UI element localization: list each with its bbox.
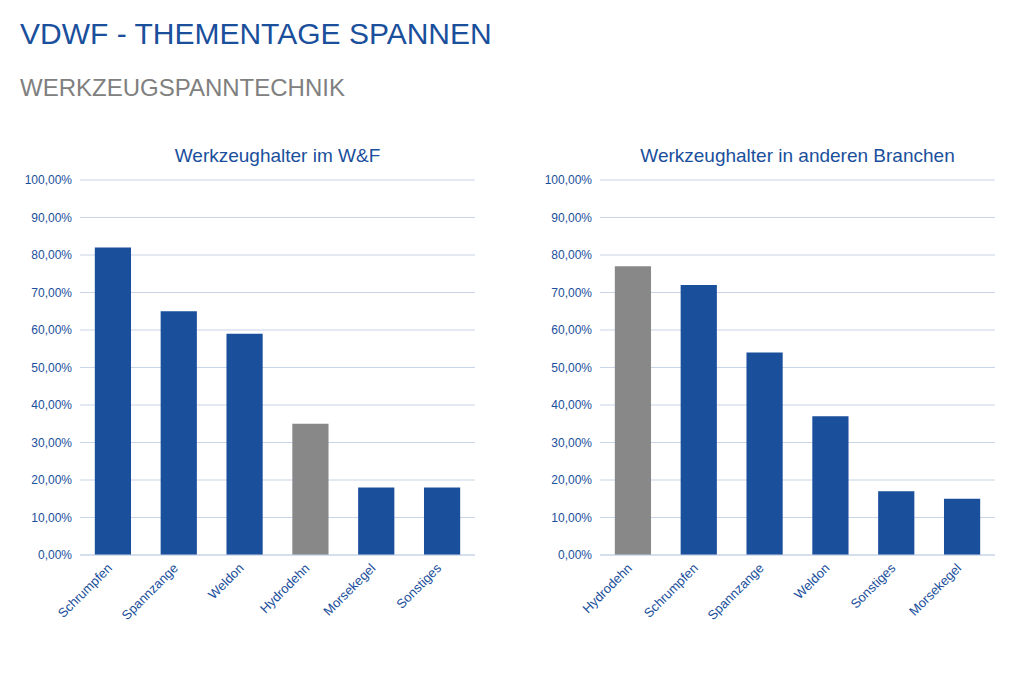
grid-line bbox=[600, 555, 995, 556]
bar bbox=[95, 248, 131, 556]
x-tick-label: Morsekegel bbox=[906, 560, 964, 618]
y-tick-label: 100,00% bbox=[25, 173, 73, 187]
bar bbox=[358, 488, 394, 556]
grid-line bbox=[600, 255, 995, 256]
bar-chart: Werkzeughalter im W&F 0,00% 10,00% 20,00% 30… bbox=[25, 145, 475, 623]
bar bbox=[615, 266, 651, 555]
bar bbox=[226, 334, 262, 555]
y-tick-label: 30,00% bbox=[31, 436, 72, 450]
page-title: VDWF - THEMENTAGE SPANNEN bbox=[20, 17, 492, 50]
y-tick-label: 60,00% bbox=[31, 323, 72, 337]
grid-line bbox=[80, 180, 475, 181]
page-subtitle: WERKZEUGSPANNTECHNIK bbox=[20, 74, 345, 101]
bar-chart: Werkzeughalter in anderen Branchen 0,00% 1… bbox=[545, 145, 995, 623]
bars bbox=[615, 266, 980, 555]
x-tick-label: Spannzange bbox=[704, 561, 766, 623]
grid-line bbox=[80, 330, 475, 331]
chart-title: Werkzeughalter im W&F bbox=[175, 145, 381, 166]
y-tick-label: 20,00% bbox=[551, 473, 592, 487]
y-tick-label: 90,00% bbox=[551, 211, 592, 225]
grid-line bbox=[600, 405, 995, 406]
y-tick-label: 30,00% bbox=[551, 436, 592, 450]
x-tick-label: Hydrodehn bbox=[257, 561, 313, 617]
x-tick-label: Sonstiges bbox=[847, 560, 898, 611]
grid-line bbox=[600, 480, 995, 481]
grid-line bbox=[600, 180, 995, 181]
y-tick-label: 10,00% bbox=[551, 511, 592, 525]
y-tick-label: 70,00% bbox=[31, 286, 72, 300]
y-tick-label: 100,00% bbox=[545, 173, 593, 187]
grid-line bbox=[600, 367, 995, 368]
grid-line bbox=[80, 517, 475, 518]
x-tick-label: Sonstiges bbox=[393, 560, 444, 611]
chart-title: Werkzeughalter in anderen Branchen bbox=[640, 145, 954, 166]
y-tick-label: 50,00% bbox=[551, 361, 592, 375]
bar bbox=[746, 353, 782, 556]
x-tick-label: Weldon bbox=[791, 561, 833, 603]
y-tick-label: 60,00% bbox=[551, 323, 592, 337]
y-tick-label: 20,00% bbox=[31, 473, 72, 487]
x-tick-label: Morsekegel bbox=[320, 560, 378, 618]
grid-line bbox=[80, 217, 475, 218]
x-tick-label: Spannzange bbox=[119, 561, 181, 623]
y-tick-label: 80,00% bbox=[551, 248, 592, 262]
bar bbox=[424, 488, 460, 556]
x-axis-line bbox=[600, 554, 995, 555]
y-tick-label: 40,00% bbox=[31, 398, 72, 412]
x-axis-line bbox=[80, 554, 475, 555]
y-tick-label: 0,00% bbox=[38, 548, 72, 562]
grid-line bbox=[80, 442, 475, 443]
grid-line bbox=[600, 292, 995, 293]
grid-line bbox=[80, 292, 475, 293]
y-tick-label: 80,00% bbox=[31, 248, 72, 262]
grid-line bbox=[80, 255, 475, 256]
grid-line bbox=[600, 330, 995, 331]
grid-line bbox=[80, 555, 475, 556]
grid-line bbox=[600, 517, 995, 518]
bar bbox=[292, 424, 328, 555]
background bbox=[0, 0, 1024, 683]
y-tick-label: 90,00% bbox=[31, 211, 72, 225]
bar bbox=[944, 499, 980, 555]
y-tick-label: 40,00% bbox=[551, 398, 592, 412]
bars bbox=[95, 248, 460, 556]
bar bbox=[161, 311, 197, 555]
grid-line bbox=[80, 405, 475, 406]
grid-line bbox=[600, 442, 995, 443]
y-tick-label: 70,00% bbox=[551, 286, 592, 300]
x-tick-label: Schrumpfen bbox=[641, 561, 701, 621]
y-tick-label: 0,00% bbox=[558, 548, 592, 562]
x-tick-label: Schrumpfen bbox=[55, 561, 115, 621]
bar bbox=[812, 416, 848, 555]
grid-line bbox=[600, 217, 995, 218]
grid-line bbox=[80, 367, 475, 368]
bar bbox=[878, 491, 914, 555]
grid-line bbox=[80, 480, 475, 481]
x-tick-label: Weldon bbox=[205, 561, 247, 603]
x-tick-label: Hydrodehn bbox=[579, 561, 635, 617]
chart-canvas: VDWF - THEMENTAGE SPANNEN WERKZEUGSPANNTE… bbox=[0, 0, 1024, 683]
bar bbox=[681, 285, 717, 555]
y-tick-label: 10,00% bbox=[31, 511, 72, 525]
y-tick-label: 50,00% bbox=[31, 361, 72, 375]
